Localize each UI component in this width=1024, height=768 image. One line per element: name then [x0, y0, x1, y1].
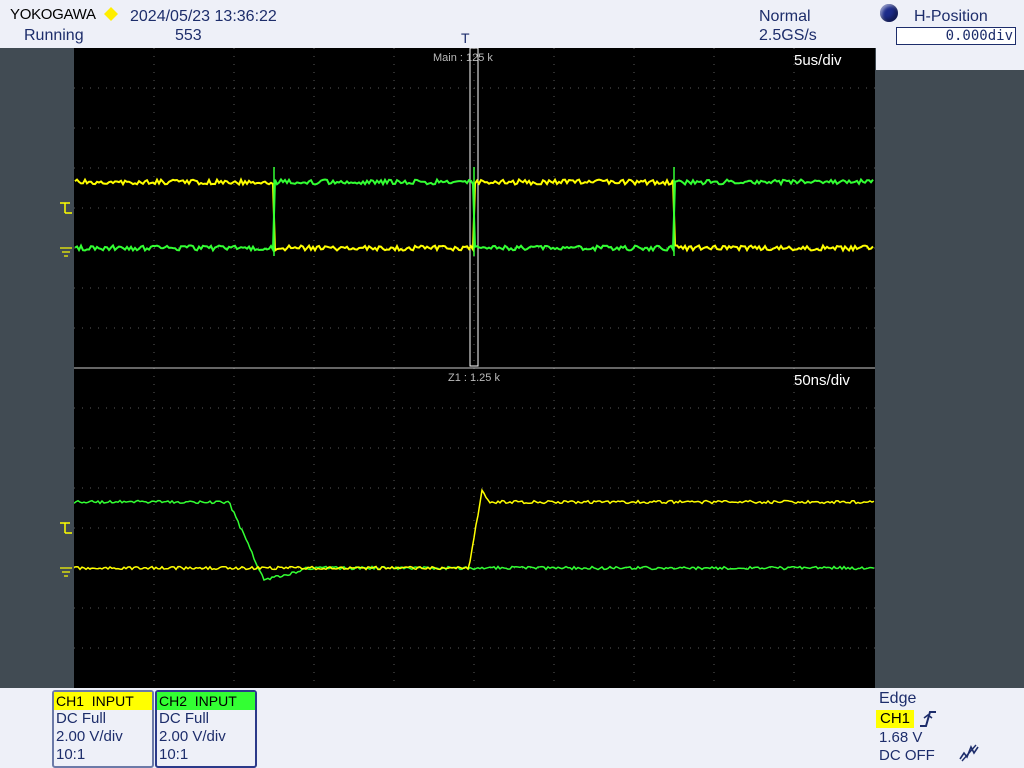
ch2-header: CH2 INPUT — [157, 692, 255, 710]
main-window-label: Main : 125 k — [433, 52, 493, 64]
ch2-scale: 2.00 V/div — [157, 728, 255, 746]
h-position-label: H-Position — [914, 8, 988, 26]
main-timebase: 5us/div — [794, 52, 842, 69]
noise-filter-icon — [958, 743, 980, 763]
h-position-value[interactable]: 0.000div — [896, 27, 1016, 45]
level-markers — [56, 195, 74, 595]
ch1-header: CH1 INPUT — [54, 692, 152, 710]
h-position-panel[interactable]: H-Position 0.000div — [876, 0, 1024, 70]
channel-bar: CH1 INPUT DC Full 2.00 V/div 10:1 CH2 IN… — [0, 688, 1024, 768]
zoom-window-label: Z1 : 1.25 k — [448, 372, 500, 384]
zoom-trigger-level-icon — [60, 523, 72, 533]
acquisition-count: 553 — [175, 27, 202, 45]
status-bar: YOKOGAWA 2024/05/23 13:36:22 Running 553… — [0, 0, 876, 48]
zoom-ground-icon — [60, 568, 72, 576]
zoom-timebase: 50ns/div — [794, 372, 850, 389]
main-trigger-level-icon — [60, 203, 72, 213]
trigger-type[interactable]: Edge — [879, 690, 916, 708]
sample-rate: 2.5GS/s — [759, 27, 817, 45]
main-ground-icon — [60, 248, 72, 256]
waveform-canvas — [74, 48, 875, 688]
run-state: Running — [24, 27, 84, 45]
ch1-settings[interactable]: CH1 INPUT DC Full 2.00 V/div 10:1 — [52, 690, 154, 768]
ch1-scale: 2.00 V/div — [54, 728, 152, 746]
waveform-display[interactable]: Main : 125 k 5us/div Z1 : 1.25 k 50ns/di… — [74, 48, 875, 688]
status-diamond-icon — [104, 7, 118, 21]
ch2-settings[interactable]: CH2 INPUT DC Full 2.00 V/div 10:1 — [155, 690, 257, 768]
rising-edge-icon — [918, 709, 938, 729]
ch2-probe: 10:1 — [157, 746, 255, 764]
trigger-mode: Normal — [759, 8, 811, 26]
trigger-level[interactable]: 1.68 V — [879, 729, 922, 746]
trigger-coupling[interactable]: DC OFF — [879, 747, 935, 764]
ch2-coupling: DC Full — [157, 710, 255, 728]
brand-logo: YOKOGAWA — [10, 6, 96, 23]
date-time: 2024/05/23 13:36:22 — [130, 8, 277, 26]
ch1-probe: 10:1 — [54, 746, 152, 764]
trigger-source[interactable]: CH1 — [876, 710, 914, 728]
ch1-coupling: DC Full — [54, 710, 152, 728]
knob-icon[interactable] — [880, 4, 898, 22]
trigger-position-marker: T — [461, 30, 470, 46]
